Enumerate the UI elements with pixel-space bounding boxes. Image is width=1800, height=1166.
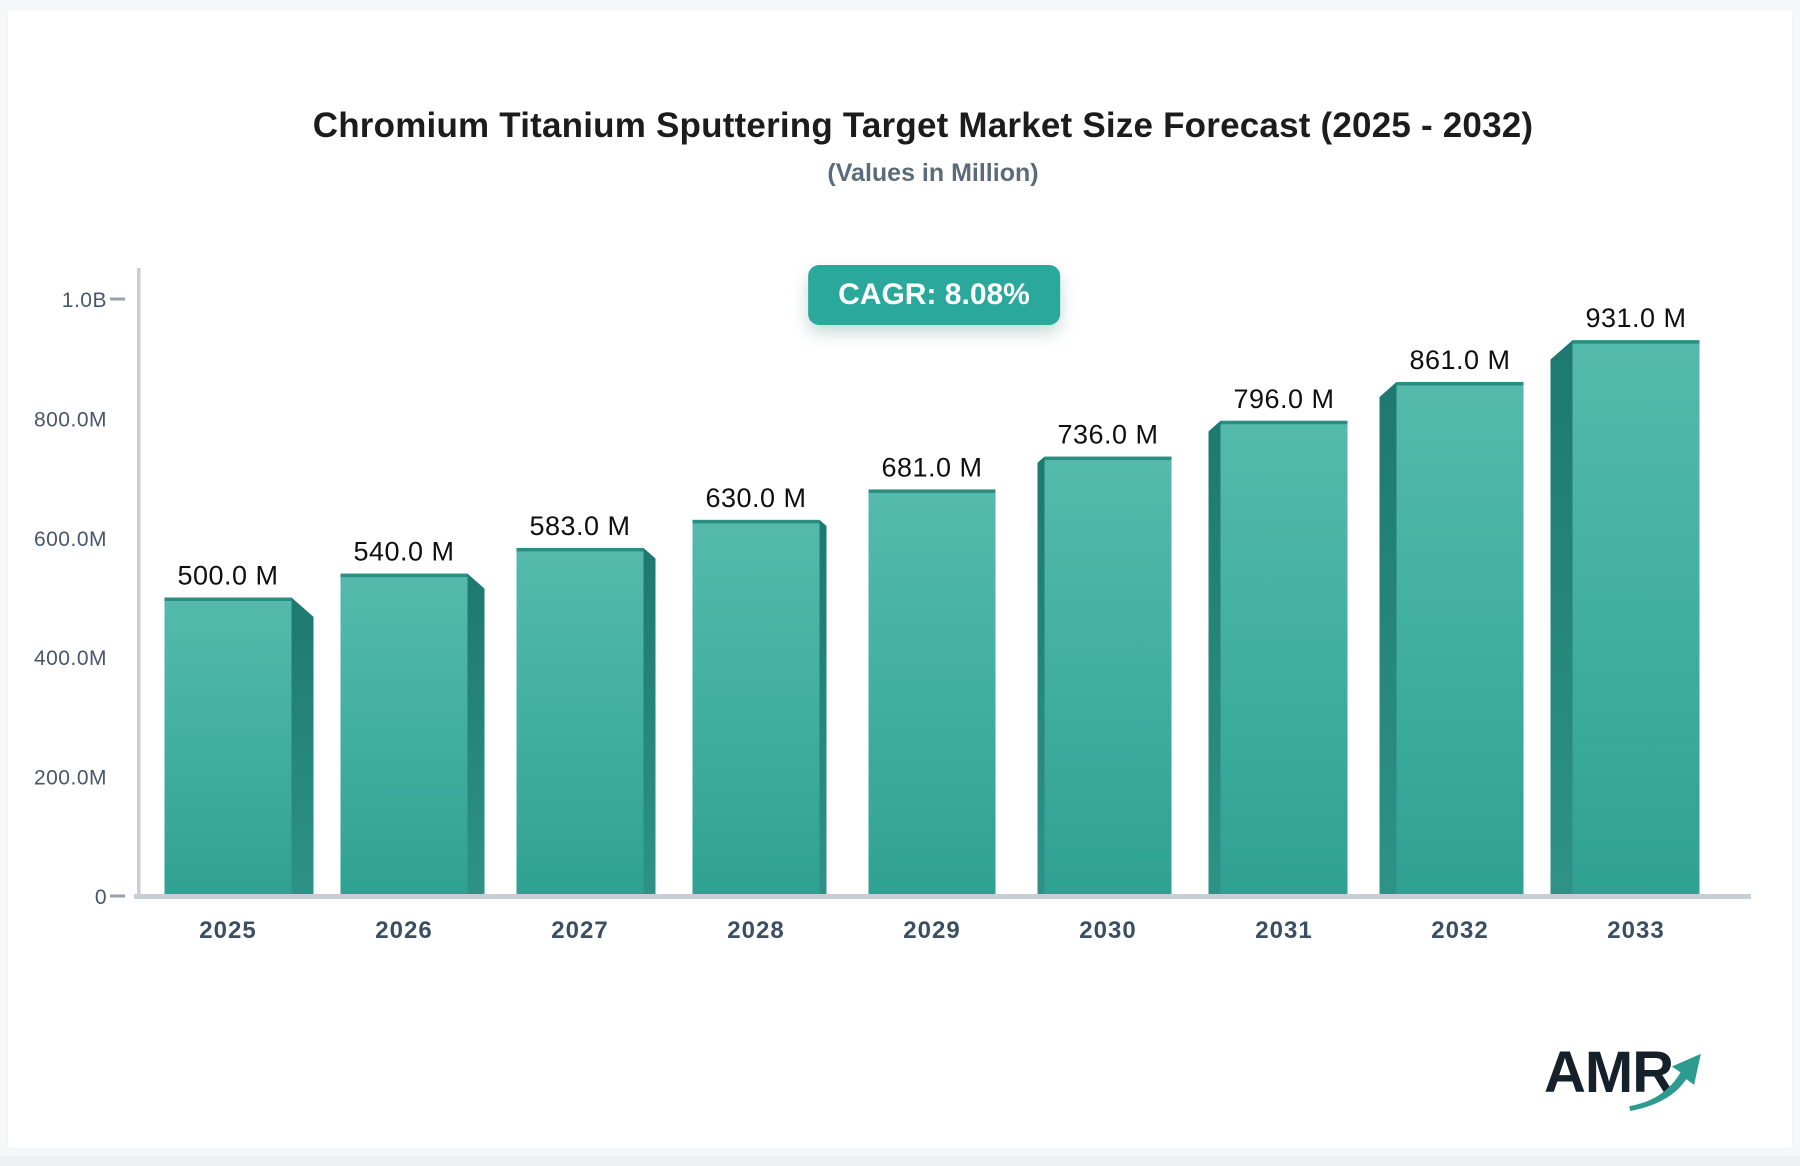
bar-value-label: 630.0 M xyxy=(705,483,806,513)
bar: 736.0 M 2030 xyxy=(1037,420,1172,944)
y-tick-label: 1.0B xyxy=(62,289,107,312)
chart-subtitle: (Values in Million) xyxy=(827,159,1039,187)
chart-title: Chromium Titanium Sputtering Target Mark… xyxy=(312,106,1534,145)
bar-top-edge xyxy=(1396,381,1524,386)
y-axis-line xyxy=(137,268,141,896)
bar-side-face xyxy=(1037,456,1045,896)
bar: 861.0 M 2032 xyxy=(1379,345,1524,944)
bar-side-face xyxy=(1208,420,1221,896)
x-tick-label: 2027 xyxy=(551,917,608,944)
bar-top-edge xyxy=(340,573,468,578)
bar-side-face xyxy=(1379,381,1397,896)
bar: 681.0 M 2029 xyxy=(868,452,996,944)
y-tick-label: 800.0M xyxy=(34,408,107,431)
x-tick-label: 2028 xyxy=(727,917,784,944)
bar: 583.0 M 2027 xyxy=(516,511,656,944)
y-tick-label: 200.0M xyxy=(34,767,107,790)
bar-value-label: 931.0 M xyxy=(1585,303,1686,333)
chart-card: Chromium Titanium Sputtering Target Mark… xyxy=(8,10,1792,1148)
bar: 500.0 M 2025 xyxy=(164,561,314,944)
amr-logo-text: AMR xyxy=(1544,1040,1674,1105)
bar-front-face xyxy=(340,573,468,896)
bar-front-face xyxy=(1220,420,1348,896)
y-tick-label: 0 xyxy=(95,886,107,909)
bar-side-face xyxy=(467,573,485,896)
bar-top-edge xyxy=(516,547,644,552)
bar-top-edge xyxy=(1572,340,1700,344)
x-tick-label: 2030 xyxy=(1079,917,1136,944)
growth-arrow-icon xyxy=(1629,1053,1701,1112)
y-tick-label: 400.0M xyxy=(34,647,107,670)
bar-front-face xyxy=(1396,381,1524,896)
cagr-badge: CAGR: 8.08% xyxy=(808,265,1060,325)
y-tick-dash xyxy=(110,297,125,301)
bar: 540.0 M 2026 xyxy=(340,537,485,944)
bar-front-face xyxy=(1044,456,1172,896)
bar-front-face xyxy=(868,489,996,896)
amr-logo: AMR xyxy=(1544,1036,1764,1126)
x-tick-label: 2032 xyxy=(1431,917,1488,944)
bar-top-edge xyxy=(692,519,820,524)
bar-top-edge xyxy=(1220,420,1348,425)
bar: 931.0 M 2033 xyxy=(1550,303,1700,944)
x-tick-label: 2029 xyxy=(903,917,960,944)
bar-top-edge xyxy=(1044,456,1172,461)
x-tick-label: 2025 xyxy=(199,917,256,944)
bar-side-face xyxy=(1550,340,1573,896)
bar-front-face xyxy=(692,519,820,896)
bar-value-label: 540.0 M xyxy=(353,537,454,567)
bar-top-edge xyxy=(164,597,292,601)
x-tick-label: 2031 xyxy=(1255,917,1312,944)
bar: 796.0 M 2031 xyxy=(1208,384,1348,944)
bar-value-label: 681.0 M xyxy=(881,452,982,482)
bar-side-face xyxy=(291,597,314,896)
bar-value-label: 583.0 M xyxy=(529,511,630,541)
bar-value-label: 500.0 M xyxy=(177,561,278,591)
bar-front-face xyxy=(1572,340,1700,896)
x-axis-line xyxy=(134,894,1751,899)
bar-value-label: 861.0 M xyxy=(1409,345,1510,375)
y-tick-label: 600.0M xyxy=(34,528,107,551)
bar-top-edge xyxy=(868,489,996,493)
x-tick-label: 2033 xyxy=(1607,917,1664,944)
y-tick-dash xyxy=(110,894,125,898)
bar: 630.0 M 2028 xyxy=(692,483,827,944)
bar-front-face xyxy=(164,597,292,896)
bar-side-face xyxy=(819,519,827,896)
bar-value-label: 796.0 M xyxy=(1233,384,1334,414)
bar-front-face xyxy=(516,547,644,896)
x-tick-label: 2026 xyxy=(375,917,432,944)
bar-side-face xyxy=(643,547,656,896)
bar-value-label: 736.0 M xyxy=(1057,420,1158,450)
